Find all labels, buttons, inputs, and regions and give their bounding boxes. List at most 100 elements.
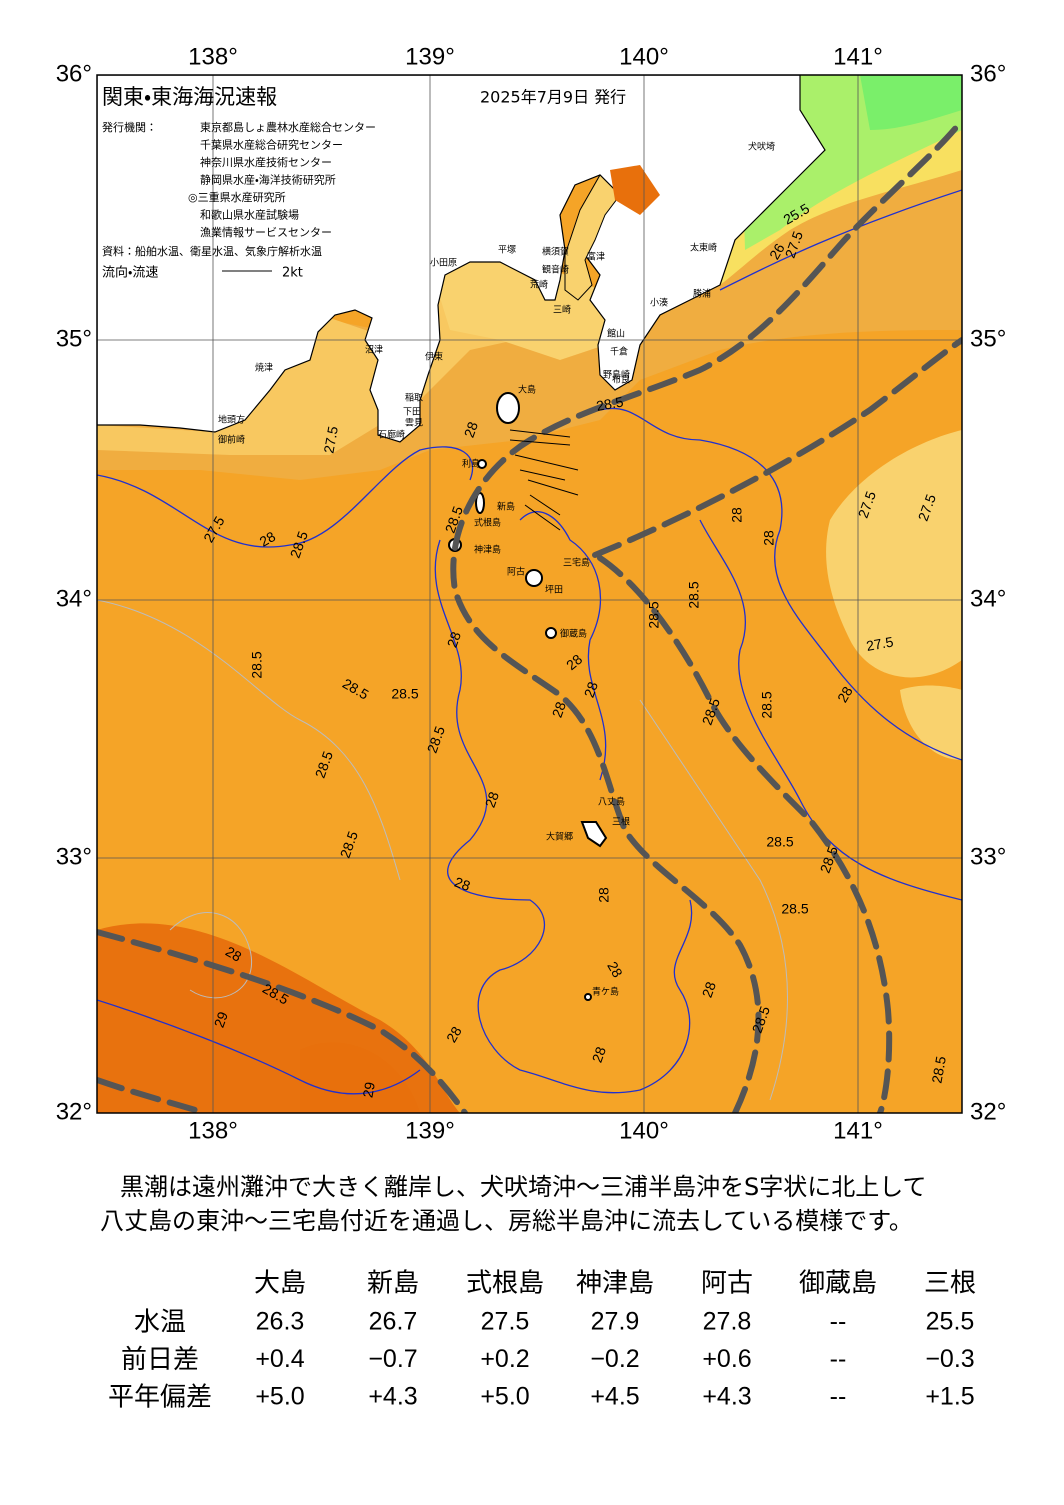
row-label: 前日差	[121, 1345, 199, 1375]
lon-label: 141°	[833, 1117, 883, 1144]
issue-date: 2025年7月9日 発行	[480, 88, 626, 107]
cell: +4.5	[590, 1383, 639, 1411]
place-name: 青ケ島	[592, 986, 619, 998]
lon-label: 138°	[188, 1117, 238, 1144]
cell: +5.0	[255, 1383, 304, 1411]
place-name: 地頭方	[218, 414, 245, 426]
issuer: 東京都島しょ農林水産総合センター	[200, 120, 376, 134]
place-name: 三崎	[553, 304, 571, 316]
contour-label: 28.5	[759, 691, 775, 718]
place-name: 館山	[607, 328, 625, 340]
map-frame	[96, 74, 963, 1114]
place-name: 坪田	[545, 585, 563, 596]
cell: 27.8	[703, 1308, 752, 1336]
kuroshio-axis	[97, 929, 468, 1113]
kuroshio-axis	[597, 555, 893, 1113]
column-header: 御蔵島	[799, 1269, 877, 1299]
isotherm	[519, 511, 607, 781]
cell: --	[830, 1383, 847, 1411]
isotherm	[599, 407, 962, 761]
place-name: 小田原	[430, 258, 457, 269]
place-name: 小湊	[650, 297, 668, 309]
lon-label: 140°	[619, 43, 669, 70]
kuroshio-axis	[97, 1077, 208, 1113]
isotherms-fine	[97, 599, 788, 1101]
cell: 26.3	[256, 1308, 305, 1336]
column-header: 神津島	[576, 1269, 654, 1299]
island	[584, 993, 592, 1001]
cool-water	[900, 685, 962, 760]
cell: +0.6	[702, 1345, 751, 1373]
row-label: 平年偏差	[108, 1383, 212, 1413]
issuer: 漁業情報サービスセンター	[200, 225, 332, 239]
contour-label: 28	[761, 530, 777, 546]
current-arrows	[509, 429, 579, 531]
island	[496, 392, 520, 424]
kuroshio	[97, 117, 962, 1113]
cell: +4.3	[702, 1383, 751, 1411]
issuer: 千葉県水産総合研究センター	[200, 138, 343, 152]
cell: +1.5	[925, 1383, 974, 1411]
lat-label: 35°	[56, 325, 92, 352]
place-name: 野島崎	[603, 369, 630, 381]
contour-label: 27.5	[865, 633, 895, 654]
isotherm	[169, 912, 252, 999]
island	[475, 492, 485, 514]
place-name: 八丈島	[598, 796, 625, 808]
arrow	[509, 439, 571, 446]
lat-label: 33°	[970, 843, 1006, 870]
place-name: 三根	[612, 816, 630, 828]
contour-label: 28.5	[646, 601, 662, 628]
isotherm	[699, 519, 962, 901]
arrow	[529, 494, 561, 516]
place-name: 大島	[518, 384, 536, 396]
column-header: 式根島	[466, 1269, 544, 1299]
axis-labels: 138° 138° 139° 139° 140° 140° 141° 141° 36° 36° 35…	[56, 43, 1007, 1144]
contour-label: 28	[589, 1044, 609, 1064]
contour-label: 29	[359, 1081, 377, 1099]
place-name: 式根島	[474, 517, 501, 529]
place-name: 勝浦	[693, 288, 711, 300]
contour-label: 28.5	[686, 581, 702, 608]
lat-label: 36°	[970, 60, 1006, 87]
place-name: 伊東	[425, 351, 443, 363]
place-name: 下田	[403, 407, 421, 418]
contour-label: 28	[257, 528, 279, 550]
contour-label: 28	[482, 789, 502, 809]
lon-label: 141°	[833, 43, 883, 70]
island	[545, 627, 557, 639]
cool-water	[826, 430, 962, 678]
issuers-label: 発行機関：	[102, 120, 157, 134]
contour-label: 28	[443, 1023, 465, 1045]
place-name: 横須賀	[542, 246, 569, 258]
place-name: 千倉	[610, 347, 628, 358]
isotherm	[434, 539, 693, 1094]
contour-label: 28	[223, 943, 245, 965]
column-header: 新島	[367, 1269, 419, 1299]
cell: +0.4	[255, 1345, 304, 1373]
cell: 27.9	[591, 1308, 640, 1336]
lon-label: 139°	[405, 43, 455, 70]
place-name: 観音崎	[542, 264, 569, 276]
place-name: 雲見	[405, 418, 423, 429]
warm-water	[300, 1042, 420, 1113]
islands	[448, 392, 608, 1001]
lat-label: 36°	[56, 60, 92, 87]
cell: −0.3	[925, 1345, 974, 1373]
place-name: 犬吠埼	[748, 141, 775, 153]
description-line: 黒潮は遠州灘沖で大きく離岸し、犬吠埼沖～三浦半島沖をS字状に北上して	[120, 1173, 927, 1201]
place-name: 阿古	[507, 566, 525, 578]
contour-label: 29	[211, 1009, 231, 1029]
cell: --	[830, 1345, 847, 1373]
isotherms	[97, 189, 962, 1095]
graticule	[97, 75, 962, 1113]
column-header: 阿古	[701, 1269, 753, 1299]
map-title: 関東・東海海況速報	[102, 85, 277, 109]
data-source: 資料：船舶水温、衛星水温、気象庁解析水温	[102, 244, 322, 258]
contour-label: 28	[596, 887, 612, 903]
place-name: 沼津	[365, 345, 383, 356]
